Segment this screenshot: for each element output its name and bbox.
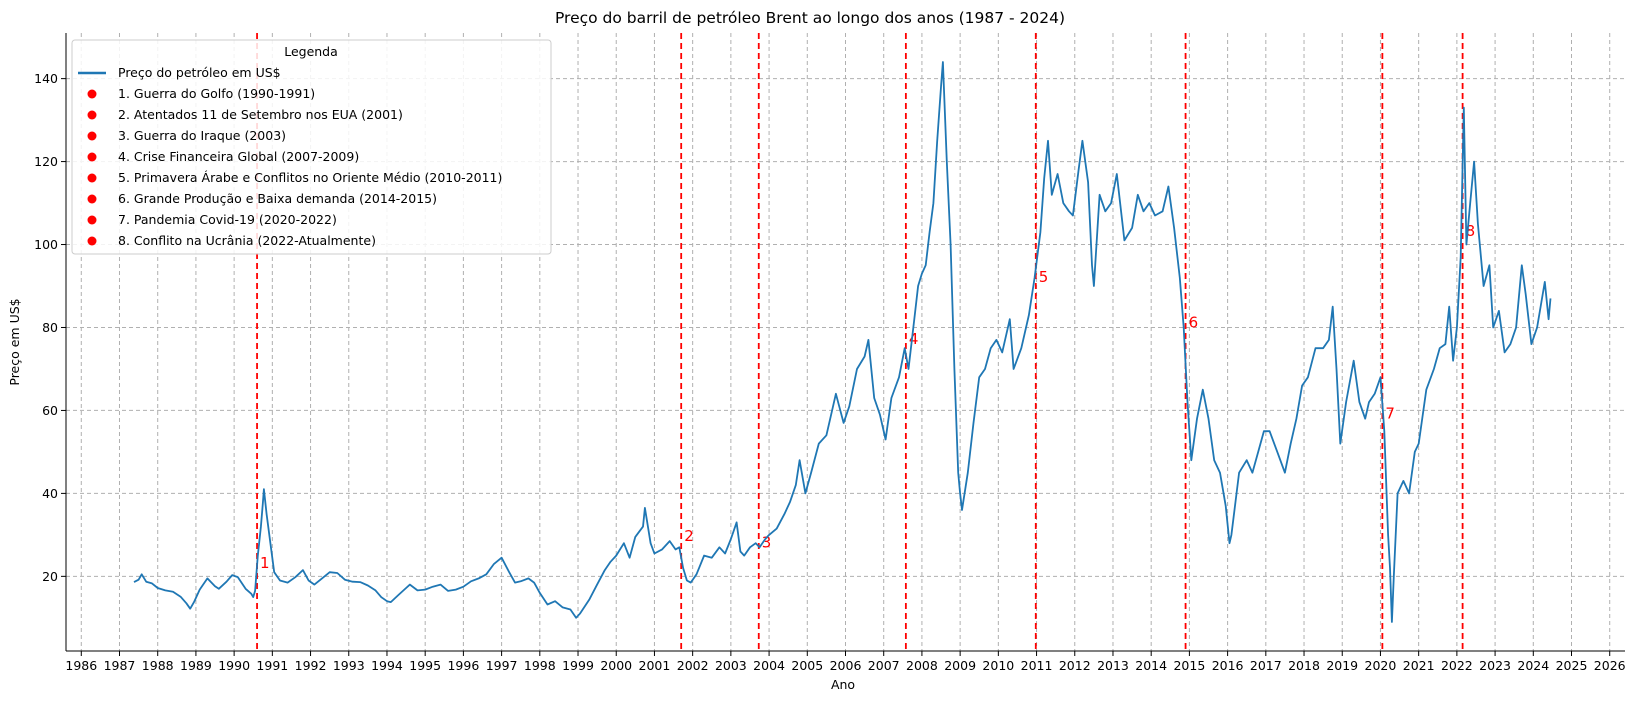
x-tick-label: 2015	[1173, 658, 1205, 673]
x-tick-label: 2004	[753, 658, 785, 673]
event-label: 5	[1039, 268, 1049, 286]
x-tick-label: 1993	[333, 658, 365, 673]
x-tick-label: 2013	[1097, 658, 1129, 673]
x-tick-label: 1988	[142, 658, 174, 673]
x-tick-label: 1995	[409, 658, 441, 673]
x-tick-label: 2022	[1441, 658, 1473, 673]
price-series	[133, 61, 1552, 623]
legend-marker	[87, 152, 97, 162]
legend-title: Legenda	[284, 44, 338, 59]
x-tick-label: 2020	[1365, 658, 1397, 673]
y-ticks: 20 40 60 80 100 120 140	[34, 71, 66, 584]
x-tick-label: 2009	[944, 658, 976, 673]
legend-marker	[87, 194, 97, 204]
y-axis-label: Preço em US$	[7, 298, 22, 385]
x-tick-label: 2000	[600, 658, 632, 673]
x-axis-label: Ano	[831, 677, 855, 692]
x-tick-label: 1999	[562, 658, 594, 673]
legend-label: 5. Primavera Árabe e Conflitos no Orient…	[118, 170, 502, 185]
x-tick-label: 2006	[830, 658, 862, 673]
x-tick-label: 1992	[295, 658, 327, 673]
legend: Legenda Preço do petróleo em US$ 1. Guerr…	[71, 39, 552, 255]
x-tick-label: 1997	[486, 658, 518, 673]
x-tick-label: 1989	[180, 658, 212, 673]
price-line	[133, 61, 1552, 623]
legend-label: 6. Grande Produção e Baixa demanda (2014…	[118, 191, 437, 206]
x-tick-label: 2025	[1556, 658, 1588, 673]
x-tick-label: 2011	[1021, 658, 1053, 673]
x-tick-label: 2023	[1479, 658, 1511, 673]
legend-label: Preço do petróleo em US$	[118, 65, 281, 80]
x-tick-label: 2019	[1326, 658, 1358, 673]
x-ticks: 1986 1987 1988 1989 1990 1991 1992 1993 1994 1995…	[65, 651, 1626, 673]
x-tick-label: 1987	[104, 658, 136, 673]
x-tick-label: 2018	[1288, 658, 1320, 673]
legend-label: 4. Crise Financeira Global (2007-2009)	[118, 149, 359, 164]
x-tick-label: 2012	[1059, 658, 1091, 673]
x-tick-label: 2016	[1212, 658, 1244, 673]
legend-marker	[87, 110, 97, 120]
y-tick-label: 60	[42, 403, 58, 418]
legend-marker	[87, 173, 97, 183]
x-tick-label: 1986	[65, 658, 97, 673]
legend-marker	[87, 236, 97, 246]
event-label: 2	[684, 527, 694, 545]
event-label: 3	[762, 533, 772, 551]
event-label: 1	[260, 554, 270, 572]
legend-items: Preço do petróleo em US$ 1. Guerra do Gol…	[78, 65, 502, 248]
legend-label: 7. Pandemia Covid-19 (2020-2022)	[118, 212, 337, 227]
x-tick-label: 2001	[639, 658, 671, 673]
y-tick-label: 40	[42, 486, 58, 501]
y-tick-label: 20	[42, 569, 58, 584]
event-label: 4	[909, 330, 919, 348]
x-tick-label: 2017	[1250, 658, 1282, 673]
x-tick-label: 2005	[791, 658, 823, 673]
x-tick-label: 2021	[1403, 658, 1435, 673]
x-tick-label: 2008	[906, 658, 938, 673]
x-tick-label: 1991	[256, 658, 288, 673]
legend-marker	[87, 89, 97, 99]
x-tick-label: 2026	[1594, 658, 1626, 673]
x-tick-label: 1990	[218, 658, 250, 673]
legend-box	[71, 39, 552, 255]
event-label: 8	[1466, 222, 1476, 240]
legend-marker	[87, 215, 97, 225]
legend-marker	[87, 131, 97, 141]
event-label: 6	[1189, 313, 1199, 331]
chart-title: Preço do barril de petróleo Brent ao lon…	[555, 9, 1065, 27]
x-tick-label: 2007	[868, 658, 900, 673]
event-label: 7	[1385, 405, 1395, 423]
x-tick-label: 1996	[447, 658, 479, 673]
x-tick-label: 2002	[677, 658, 709, 673]
x-tick-label: 2014	[1135, 658, 1167, 673]
x-tick-label: 2003	[715, 658, 747, 673]
x-tick-label: 2010	[982, 658, 1014, 673]
y-tick-label: 140	[34, 71, 58, 86]
legend-label: 8. Conflito na Ucrânia (2022-Atualmente)	[118, 233, 376, 248]
legend-label: 3. Guerra do Iraque (2003)	[118, 128, 286, 143]
x-tick-label: 2024	[1517, 658, 1549, 673]
y-tick-label: 100	[34, 237, 58, 252]
y-tick-label: 120	[34, 154, 58, 169]
x-tick-label: 1998	[524, 658, 556, 673]
legend-label: 1. Guerra do Golfo (1990-1991)	[118, 86, 315, 101]
legend-label: 2. Atentados 11 de Setembro nos EUA (200…	[118, 107, 403, 122]
x-tick-label: 1994	[371, 658, 403, 673]
y-tick-label: 80	[42, 320, 58, 335]
